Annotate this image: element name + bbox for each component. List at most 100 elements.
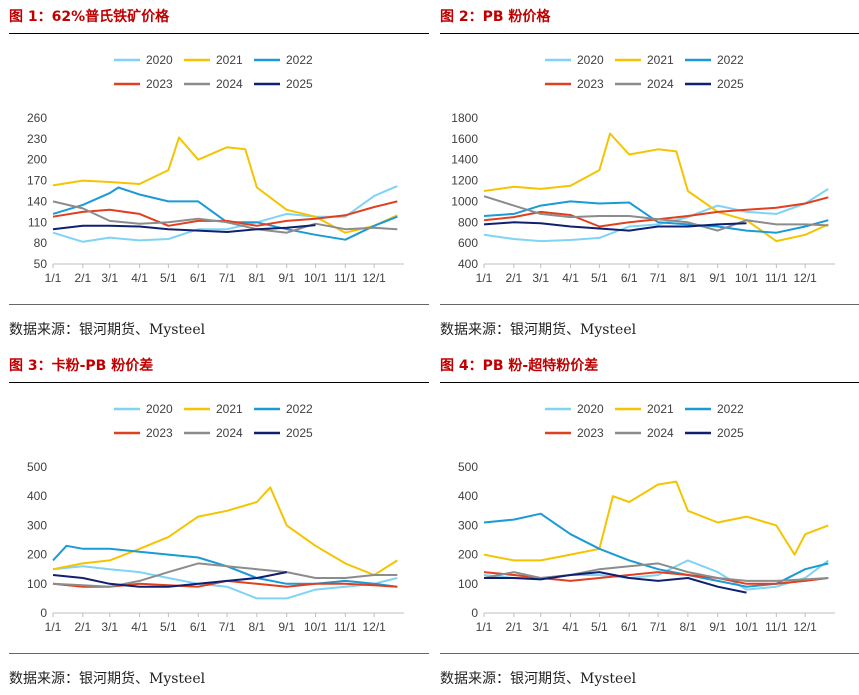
x-tick-label: 3/1 xyxy=(532,271,549,285)
y-tick-label: 800 xyxy=(458,215,478,229)
series-line-2025 xyxy=(52,224,316,233)
chart-iron-ore-62-platts: 2020 2021 2022 2023 2024 2025 50 80 110 140 170 200… xyxy=(27,53,404,285)
x-tick-label: 1/1 xyxy=(476,620,493,634)
series-line-2023 xyxy=(483,571,829,585)
series-line-2021 xyxy=(52,486,398,576)
series-line-2020 xyxy=(483,188,829,243)
x-tick-label: 8/1 xyxy=(680,271,697,285)
x-tick-label: 2/1 xyxy=(74,620,91,634)
y-tick-label: 230 xyxy=(27,132,47,146)
chart-carajas-pb-spread: 2020 2021 2022 2023 2024 2025 0 100 200 300 400 500… xyxy=(27,402,404,634)
x-tick-label: 5/1 xyxy=(160,271,177,285)
y-tick-label: 100 xyxy=(27,577,47,591)
legend-label-2023: 2023 xyxy=(577,426,604,440)
x-tick-label: 8/1 xyxy=(680,620,697,634)
legend-label-2024: 2024 xyxy=(647,426,674,440)
x-tick-label: 3/1 xyxy=(101,620,118,634)
source-note: 数据来源：银河期货、Mysteel xyxy=(440,671,637,687)
chart-pb-super-special-spread: 2020 2021 2022 2023 2024 2025 0 100 200 300 400 500… xyxy=(458,402,835,634)
y-tick-label: 200 xyxy=(458,548,478,562)
chart-pb-fines-price: 2020 2021 2022 2023 2024 2025 400 600 800 1000 120… xyxy=(451,53,835,285)
x-tick-label: 9/1 xyxy=(278,271,295,285)
x-tick-label: 4/1 xyxy=(562,271,579,285)
legend-label-2025: 2025 xyxy=(286,77,313,91)
x-tick-label: 1/1 xyxy=(45,620,62,634)
x-tick-label: 3/1 xyxy=(101,271,118,285)
legend-label-2020: 2020 xyxy=(146,402,173,416)
legend-label-2022: 2022 xyxy=(717,402,744,416)
series-line-2025 xyxy=(483,221,747,232)
series-line-2020 xyxy=(52,565,398,600)
series-line-2022 xyxy=(52,544,398,588)
series-line-2022 xyxy=(483,200,829,234)
chart-title: 图 3：卡粉-PB 粉价差 xyxy=(9,358,154,374)
legend-label-2023: 2023 xyxy=(146,426,173,440)
y-tick-label: 140 xyxy=(27,194,47,208)
x-tick-label: 9/1 xyxy=(709,620,726,634)
legend-label-2020: 2020 xyxy=(577,53,604,67)
legend-label-2025: 2025 xyxy=(717,77,744,91)
y-tick-label: 1400 xyxy=(451,153,478,167)
legend-label-2021: 2021 xyxy=(216,402,243,416)
panel-pb-fines-price: 图 2：PB 粉价格 2020 2021 2022 2023 2024 2025 400 60… xyxy=(440,6,859,346)
x-tick-label: 2/1 xyxy=(74,271,91,285)
legend-label-2022: 2022 xyxy=(717,53,744,67)
legend-label-2024: 2024 xyxy=(216,77,243,91)
y-tick-label: 1200 xyxy=(451,174,478,188)
x-tick-label: 12/1 xyxy=(794,620,818,634)
x-tick-label: 1/1 xyxy=(476,271,493,285)
legend-label-2022: 2022 xyxy=(286,402,313,416)
source-note: 数据来源：银河期货、Mysteel xyxy=(9,322,206,338)
chart-title: 图 2：PB 粉价格 xyxy=(440,9,551,25)
x-tick-label: 5/1 xyxy=(591,271,608,285)
y-tick-label: 300 xyxy=(458,518,478,532)
x-tick-label: 11/1 xyxy=(765,620,788,634)
legend-label-2025: 2025 xyxy=(286,426,313,440)
x-tick-label: 10/1 xyxy=(735,271,759,285)
x-tick-label: 7/1 xyxy=(219,620,236,634)
x-tick-label: 8/1 xyxy=(249,271,266,285)
x-tick-label: 1/1 xyxy=(45,271,62,285)
series-line-2024 xyxy=(483,195,829,232)
x-tick-label: 5/1 xyxy=(591,620,608,634)
source-rule xyxy=(440,304,859,305)
legend-label-2021: 2021 xyxy=(647,53,674,67)
x-tick-label: 6/1 xyxy=(621,271,638,285)
x-tick-label: 7/1 xyxy=(650,271,667,285)
series-line-2025 xyxy=(52,571,287,588)
legend-label-2025: 2025 xyxy=(717,426,744,440)
y-tick-label: 400 xyxy=(458,489,478,503)
y-tick-label: 50 xyxy=(34,257,48,271)
source-rule xyxy=(440,653,859,654)
series-line-2021 xyxy=(483,132,829,243)
x-tick-label: 9/1 xyxy=(278,620,295,634)
x-tick-label: 7/1 xyxy=(219,271,236,285)
title-rule xyxy=(440,33,859,34)
legend-label-2024: 2024 xyxy=(216,426,243,440)
y-tick-label: 0 xyxy=(471,606,478,620)
x-tick-label: 4/1 xyxy=(131,271,148,285)
y-tick-label: 1000 xyxy=(451,194,478,208)
x-tick-label: 11/1 xyxy=(334,271,357,285)
series-line-2023 xyxy=(52,200,398,227)
y-tick-label: 400 xyxy=(27,489,47,503)
y-tick-label: 1800 xyxy=(451,111,478,125)
x-tick-label: 2/1 xyxy=(505,620,522,634)
x-tick-label: 11/1 xyxy=(334,620,357,634)
y-tick-label: 80 xyxy=(34,236,48,250)
x-tick-label: 2/1 xyxy=(505,271,522,285)
x-tick-label: 10/1 xyxy=(304,620,328,634)
series-line-2020 xyxy=(483,559,829,591)
title-rule xyxy=(440,382,859,383)
series-line-2022 xyxy=(52,186,398,241)
series-line-2024 xyxy=(52,562,398,588)
y-tick-label: 500 xyxy=(458,460,478,474)
legend-label-2020: 2020 xyxy=(146,53,173,67)
x-tick-label: 10/1 xyxy=(735,620,759,634)
y-tick-label: 0 xyxy=(40,606,47,620)
legend-label-2024: 2024 xyxy=(647,77,674,91)
chart-title: 图 4：PB 粉-超特粉价差 xyxy=(440,358,599,374)
legend-label-2023: 2023 xyxy=(146,77,173,91)
y-tick-label: 170 xyxy=(27,174,47,188)
y-tick-label: 110 xyxy=(28,215,47,229)
